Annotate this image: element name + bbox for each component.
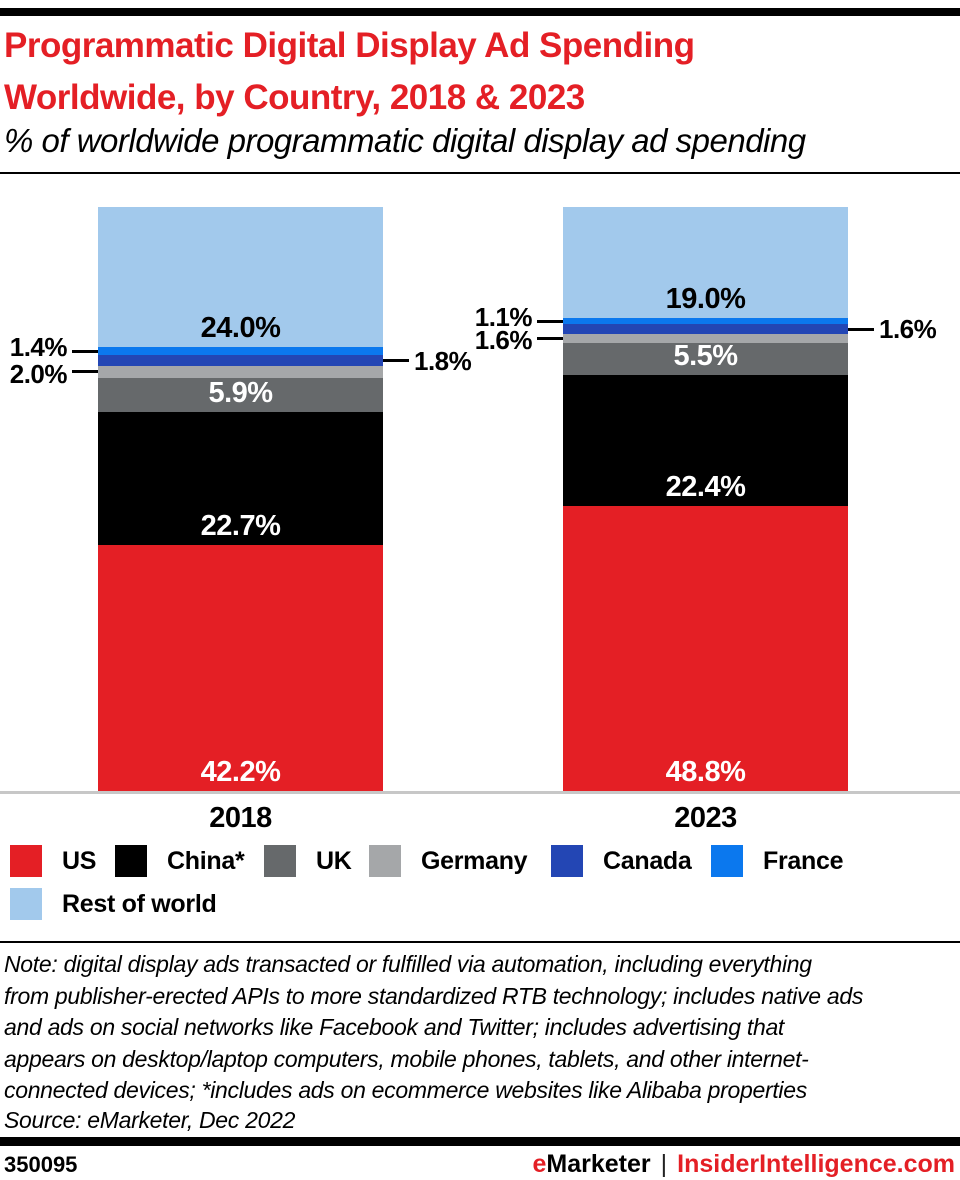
source-text: Source: eMarketer, Dec 2022 <box>4 1107 296 1133</box>
legend-label-us: US <box>62 846 97 875</box>
segment-rest-of-world-2018 <box>98 207 383 348</box>
legend-label-canada: Canada <box>603 846 692 875</box>
emarketer-logo-rest: Marketer <box>546 1150 651 1178</box>
segment-us-2018 <box>98 544 383 791</box>
segment-uk-2023 <box>563 343 848 376</box>
callout-line-germany-2018 <box>72 370 98 374</box>
value-label-us-2023: 48.8% <box>665 756 746 788</box>
value-label-us-2018: 42.2% <box>200 756 281 788</box>
callout-line-canada-2023 <box>848 327 874 331</box>
value-label-uk-2018: 5.9% <box>208 376 273 409</box>
note-text: Note: digital display ads transacted or … <box>4 951 864 1103</box>
segment-canada-2023 <box>563 324 848 334</box>
segment-uk-2018 <box>98 377 383 412</box>
legend-swatch-us <box>10 845 42 877</box>
legend-row-2: Rest of world <box>10 888 955 920</box>
callout-label-canada-2023: 1.6% <box>879 314 937 345</box>
page-subtitle: % of worldwide programmatic digital disp… <box>4 122 806 159</box>
footer-pipe-separator: | <box>660 1150 668 1178</box>
footer-brand: eMarketer | InsiderIntelligence.com <box>533 1150 956 1179</box>
legend-label-uk: UK <box>316 846 352 875</box>
note-divider <box>0 941 960 943</box>
callout-label-france-2018: 1.4% <box>9 332 68 363</box>
callout-label-germany-2023: 1.6% <box>474 325 533 356</box>
legend-label-rest-of-world: Rest of world <box>62 889 217 918</box>
legend-item-uk: UK <box>264 845 369 877</box>
legend-swatch-uk <box>264 845 296 877</box>
value-label-uk-2023: 5.5% <box>673 340 738 373</box>
legend-swatch-germany <box>369 845 401 877</box>
insider-intelligence-link[interactable]: InsiderIntelligence.com <box>677 1150 955 1178</box>
stacked-bar-2018: 42.2% 22.7% 5.9% 24.0% <box>98 207 383 791</box>
header-divider <box>0 172 960 174</box>
legend-label-france: France <box>763 846 844 875</box>
stacked-bar-2023: 48.8% 22.4% 5.5% 19.0% <box>563 207 848 791</box>
legend-label-china: China* <box>167 846 245 875</box>
legend-swatch-china <box>115 845 147 877</box>
page-title: Programmatic Digital Display Ad Spending… <box>4 26 695 117</box>
segment-france-2023 <box>563 317 848 325</box>
callout-line-canada-2018 <box>383 359 409 363</box>
value-label-rest-of-world-2018: 24.0% <box>200 312 281 345</box>
callout-line-france-2018 <box>72 349 98 353</box>
legend-item-us: US <box>10 845 115 877</box>
segment-china-2023 <box>563 375 848 507</box>
callout-label-germany-2018: 2.0% <box>9 358 68 389</box>
legend-item-france: France <box>711 845 843 877</box>
segment-germany-2018 <box>98 365 383 378</box>
legend-row-1: US China* UK Germany Canada France <box>10 845 955 877</box>
callout-label-canada-2018: 1.8% <box>414 345 472 376</box>
emarketer-logo-e: e <box>532 1150 547 1178</box>
segment-us-2023 <box>563 506 848 791</box>
segment-china-2018 <box>98 412 383 545</box>
axis-label-2023: 2023 <box>674 802 737 834</box>
legend-swatch-canada <box>551 845 583 877</box>
value-label-rest-of-world-2023: 19.0% <box>665 282 746 315</box>
legend-swatch-rest-of-world <box>10 888 42 920</box>
segment-france-2018 <box>98 347 383 356</box>
legend: US China* UK Germany Canada France Rest of wo… <box>10 845 955 920</box>
value-label-china-2018: 22.7% <box>200 509 281 542</box>
legend-label-germany: Germany <box>421 846 528 875</box>
segment-germany-2023 <box>563 333 848 344</box>
segment-canada-2018 <box>98 355 383 366</box>
axis-label-2018: 2018 <box>209 802 272 834</box>
callout-label-france-2023: 1.1% <box>474 302 533 333</box>
legend-item-germany: Germany <box>369 845 551 877</box>
chart-id: 350095 <box>4 1152 78 1177</box>
legend-item-rest-of-world: Rest of world <box>10 888 217 920</box>
legend-item-canada: Canada <box>551 845 711 877</box>
callout-line-france-2023 <box>537 319 563 323</box>
segment-rest-of-world-2023 <box>563 207 848 318</box>
legend-item-china: China* <box>115 845 264 877</box>
callout-line-germany-2023 <box>537 336 563 340</box>
footer-black-bar <box>0 1137 960 1146</box>
x-axis-baseline <box>0 791 960 794</box>
value-label-china-2023: 22.4% <box>665 471 746 504</box>
top-black-bar <box>0 8 960 16</box>
legend-swatch-france <box>711 845 743 877</box>
